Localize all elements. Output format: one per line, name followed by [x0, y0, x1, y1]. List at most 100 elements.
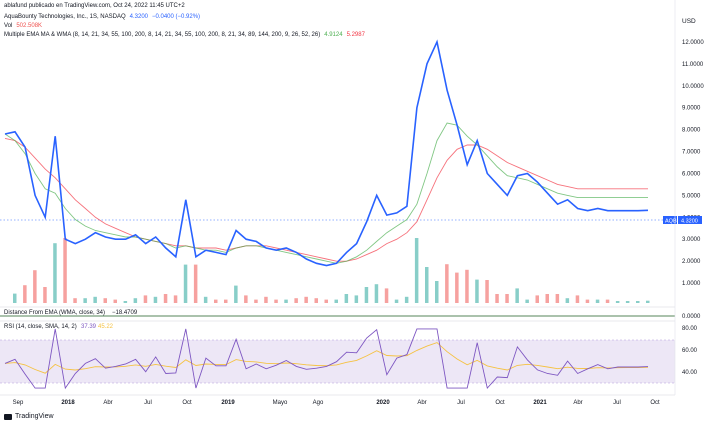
volume-bar — [73, 298, 77, 303]
rsi-label: RSI (14, close, SMA, 14, 2) — [4, 324, 77, 330]
price-tick: 12.0000 — [682, 40, 704, 46]
currency-label: USD — [682, 18, 696, 25]
volume-bars — [13, 238, 650, 303]
volume-bar — [224, 299, 228, 303]
volume-bar — [384, 288, 389, 303]
time-tick: Mayo — [273, 400, 288, 406]
volume-bar — [545, 294, 549, 303]
volume-bar — [605, 299, 610, 303]
volume-bar — [615, 301, 620, 303]
time-tick: Abr — [417, 400, 426, 406]
volume-bar — [254, 299, 258, 303]
time-tick: Jul — [144, 400, 152, 406]
distance-value: −18.4709 — [112, 310, 138, 316]
volume-bar — [495, 294, 499, 303]
time-tick: Abr — [103, 400, 112, 406]
volume-bar — [103, 298, 107, 303]
rsi-tick-80: 80.00 — [682, 326, 698, 332]
price-tick: 6.0000 — [682, 172, 701, 178]
distance-tick: 0.0000 — [682, 314, 701, 320]
price-tick: 7.0000 — [682, 150, 701, 156]
volume-bar — [234, 285, 238, 303]
ema-value-green: 4.9124 — [324, 32, 343, 38]
volume-bar — [274, 299, 278, 303]
rsi-value: 37.39 — [81, 324, 97, 330]
time-tick: Abr — [573, 400, 582, 406]
rsi-line — [4, 328, 649, 390]
volume-bar — [13, 293, 17, 303]
volume-bar — [93, 296, 97, 303]
volume-bar — [244, 295, 248, 303]
time-tick: Jul — [457, 400, 465, 406]
volume-bar — [334, 299, 338, 303]
ema-red-line — [4, 137, 648, 262]
symbol-tag: AQB — [665, 219, 677, 225]
volume-bar — [83, 298, 87, 303]
volume-bar — [193, 264, 198, 303]
symbol-legend[interactable]: AquaBounty Technologies, Inc., 1S, NASDA… — [4, 13, 200, 21]
volume-bar — [173, 295, 178, 303]
time-tick: 2020 — [376, 400, 390, 406]
volume-bar — [354, 295, 359, 303]
price-axis-ticks: 12.0000 11.0000 10.0000 9.0000 8.0000 7.0000 6… — [682, 40, 704, 287]
volume-bar — [123, 301, 128, 303]
volume-bar — [455, 272, 459, 303]
volume-bar — [63, 238, 67, 303]
symbol-title: AquaBounty Technologies, Inc., 1S, NASDA… — [4, 14, 126, 20]
volume-bar — [505, 294, 509, 303]
last-price-tag: 4.3200 — [681, 219, 698, 225]
time-tick: Sep — [13, 400, 24, 406]
volume-bar — [264, 296, 268, 303]
volume-legend[interactable]: Vol 502.508K — [4, 22, 42, 30]
time-tick: 2019 — [221, 400, 235, 406]
footer-brand[interactable]: TradingView — [4, 413, 54, 420]
rsi-tick-40: 40.00 — [682, 370, 698, 376]
volume-bar — [636, 301, 640, 303]
time-tick: Oct — [650, 400, 660, 406]
volume-bar — [565, 298, 570, 303]
time-tick: 2018 — [61, 400, 75, 406]
price-tick: 2.0000 — [682, 259, 701, 265]
time-tick: Oct — [182, 400, 192, 406]
rsi-ma-value: 45.22 — [98, 324, 114, 330]
price-change: −0.0400 (−0.92%) — [152, 14, 201, 20]
volume-bar — [646, 300, 650, 303]
volume-bar — [183, 264, 188, 303]
vol-value: 502.508K — [16, 23, 43, 29]
publisher-text: ablafund publicado en TradingView.com, O… — [4, 3, 185, 9]
volume-bar — [203, 296, 208, 303]
rsi-tick-60: 60.00 — [682, 348, 698, 354]
volume-bar — [555, 294, 560, 303]
volume-bar — [425, 267, 429, 303]
ema-legend[interactable]: Multiple EMA MA & WMA (8, 14, 21, 34, 55… — [4, 31, 365, 39]
volume-bar — [625, 301, 630, 303]
volume-bar — [535, 295, 539, 303]
volume-bar — [284, 299, 288, 303]
volume-bar — [53, 243, 57, 303]
time-tick: Oct — [495, 400, 505, 406]
volume-bar — [475, 279, 479, 303]
volume-bar — [153, 296, 158, 303]
last-price-tag-bg — [678, 216, 702, 224]
volume-bar — [414, 238, 419, 303]
publisher-line: ablafund publicado en TradingView.com, O… — [4, 2, 185, 10]
price-last: 4.3200 — [129, 14, 148, 20]
ema-value-red: 5.2987 — [346, 32, 365, 38]
volume-bar — [515, 288, 519, 303]
volume-bar — [344, 294, 349, 303]
price-tick: 5.0000 — [682, 193, 701, 199]
volume-bar — [314, 298, 318, 303]
rsi-band — [0, 340, 675, 383]
time-tick: 2021 — [533, 400, 547, 406]
symbol-tag-bg — [663, 216, 677, 224]
volume-bar — [23, 285, 27, 303]
time-tick: Jul — [613, 400, 621, 406]
price-tick: 10.0000 — [682, 84, 704, 90]
ema-green-line — [4, 122, 649, 264]
volume-bar — [404, 296, 409, 303]
price-tick: 11.0000 — [682, 62, 704, 68]
volume-bar — [364, 287, 369, 303]
vol-label: Vol — [4, 23, 13, 29]
price-tick: 1.0000 — [682, 281, 701, 287]
